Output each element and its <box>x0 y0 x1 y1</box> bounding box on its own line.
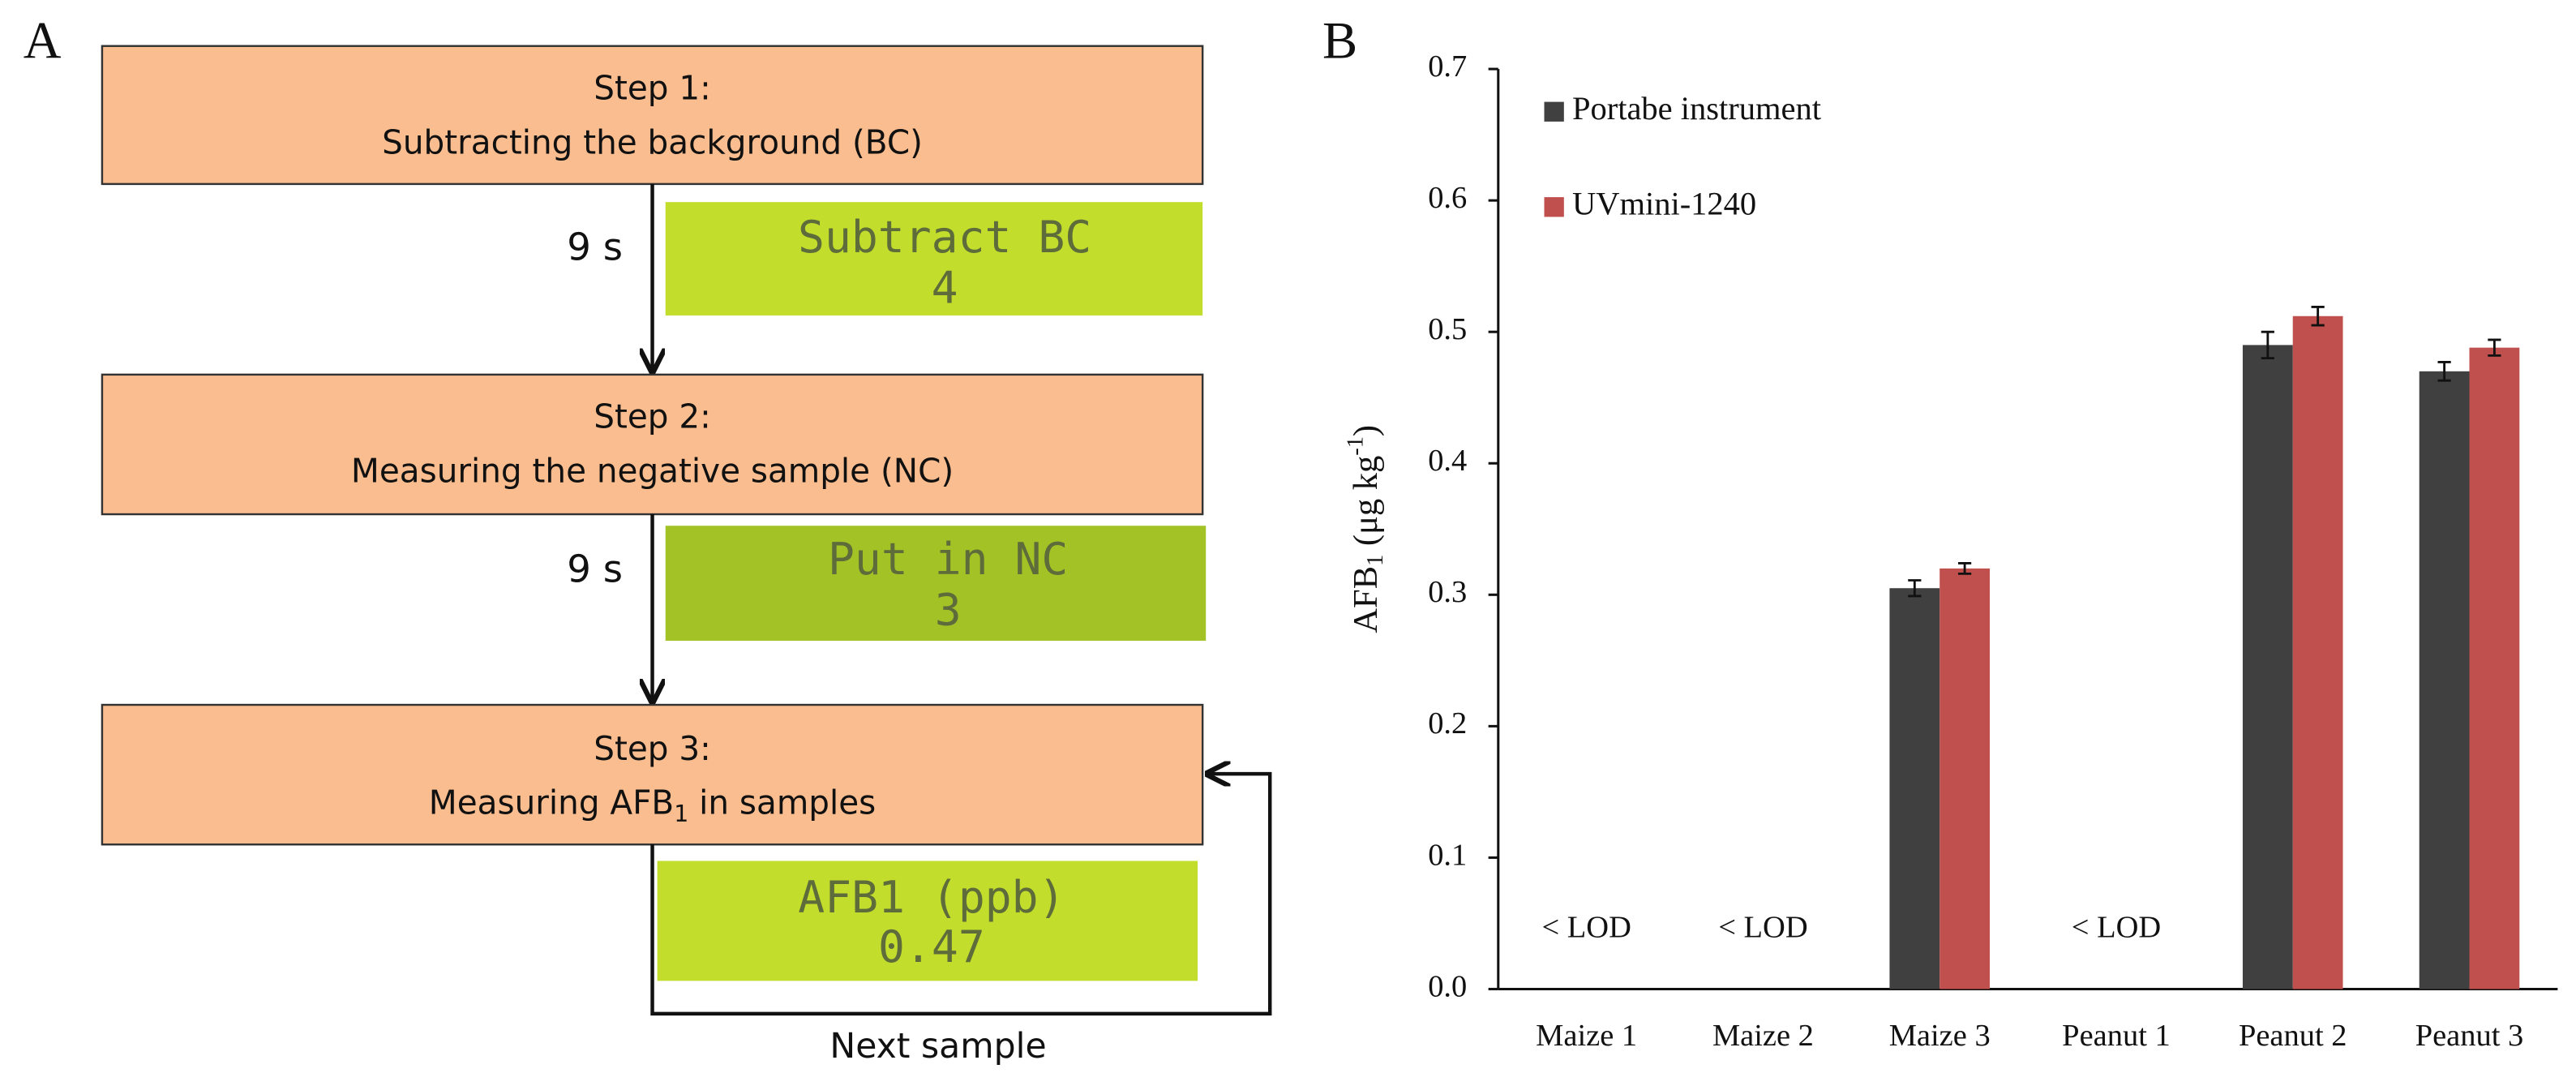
step-box <box>101 373 1204 516</box>
legend-swatch <box>1544 101 1564 122</box>
lcd-line: 0.47 <box>878 921 985 972</box>
step-title: Step 3: <box>594 729 710 768</box>
step-text-part: Measuring the negative sample (NC) <box>351 451 954 490</box>
lcd-display <box>665 526 1207 642</box>
bar <box>2469 347 2520 989</box>
step-title: Step 2: <box>594 397 710 436</box>
y-tick-label: 0.2 <box>1428 706 1467 740</box>
loop-label: Next sample <box>829 1027 1046 1067</box>
step-text: Measuring the negative sample (NC) <box>351 451 954 490</box>
duration: 9 s <box>567 225 623 268</box>
step-text-part: Subtracting the background (BC) <box>382 122 923 161</box>
lcd-line: 3 <box>935 584 962 636</box>
lcd-display <box>657 861 1198 981</box>
step-box <box>101 703 1204 846</box>
loop-arrow <box>650 774 1272 1016</box>
x-tick-label: Peanut 2 <box>2239 1019 2347 1053</box>
lcd-line: AFB1 (ppb) <box>798 871 1065 923</box>
y-tick-label: 0.4 <box>1428 444 1467 478</box>
error-bar <box>1908 579 1922 598</box>
step-text-part: Measuring AFB <box>429 783 674 822</box>
y-label-part: (μg kg <box>1347 456 1385 555</box>
error-bar <box>2437 361 2451 382</box>
lcd-line: Subtract BC <box>798 211 1091 263</box>
bar <box>2419 371 2470 989</box>
bar <box>1940 568 1990 989</box>
y-tick-label: 0.3 <box>1428 575 1467 609</box>
legend-label: Portabe instrument <box>1572 90 1822 127</box>
y-tick-label: 0.5 <box>1428 312 1467 346</box>
error-bar <box>1957 561 1972 575</box>
bar <box>1889 588 1940 989</box>
error-bar <box>2488 338 2501 357</box>
annotation: < LOD <box>2072 910 2161 944</box>
y-axis-label: AFB1 (μg kg-1) <box>1343 425 1387 633</box>
x-tick-label: Maize 1 <box>1536 1019 1637 1053</box>
bar <box>2242 345 2293 989</box>
y-label-part: -1 <box>1343 436 1368 456</box>
panel-label: A <box>24 12 62 71</box>
step-box <box>101 45 1204 186</box>
y-tick-label: 0.6 <box>1428 181 1467 215</box>
x-tick-label: Maize 2 <box>1712 1019 1814 1053</box>
y-tick-label: 0.0 <box>1428 969 1467 1003</box>
y-label-part: AFB <box>1347 566 1385 633</box>
step-title: Step 1: <box>594 68 710 107</box>
x-tick-label: Peanut 1 <box>2062 1019 2171 1053</box>
legend-label: UVmini-1240 <box>1572 186 1756 222</box>
error-bar <box>2261 330 2274 360</box>
bar <box>2292 315 2343 989</box>
y-label-part: ) <box>1347 425 1385 436</box>
lcd-display <box>665 202 1203 315</box>
panel-label: B <box>1322 12 1357 71</box>
duration: 9 s <box>567 547 623 590</box>
step-text-part: in samples <box>688 783 876 822</box>
lcd-line: Put in NC <box>828 533 1068 585</box>
lcd-line: 4 <box>932 262 958 314</box>
x-tick-label: Peanut 3 <box>2415 1019 2524 1053</box>
legend-swatch <box>1544 197 1564 217</box>
annotation: < LOD <box>1541 910 1631 944</box>
annotation: < LOD <box>1718 910 1807 944</box>
step-text-part: 1 <box>674 801 688 827</box>
error-bar <box>2311 305 2325 327</box>
y-tick-label: 0.7 <box>1428 49 1467 84</box>
step-text: Subtracting the background (BC) <box>382 122 923 161</box>
y-tick-label: 0.1 <box>1428 838 1467 872</box>
step-text: Measuring AFB1 in samples <box>429 783 876 827</box>
x-tick-label: Maize 3 <box>1889 1019 1991 1053</box>
y-label-part: 1 <box>1362 555 1387 566</box>
